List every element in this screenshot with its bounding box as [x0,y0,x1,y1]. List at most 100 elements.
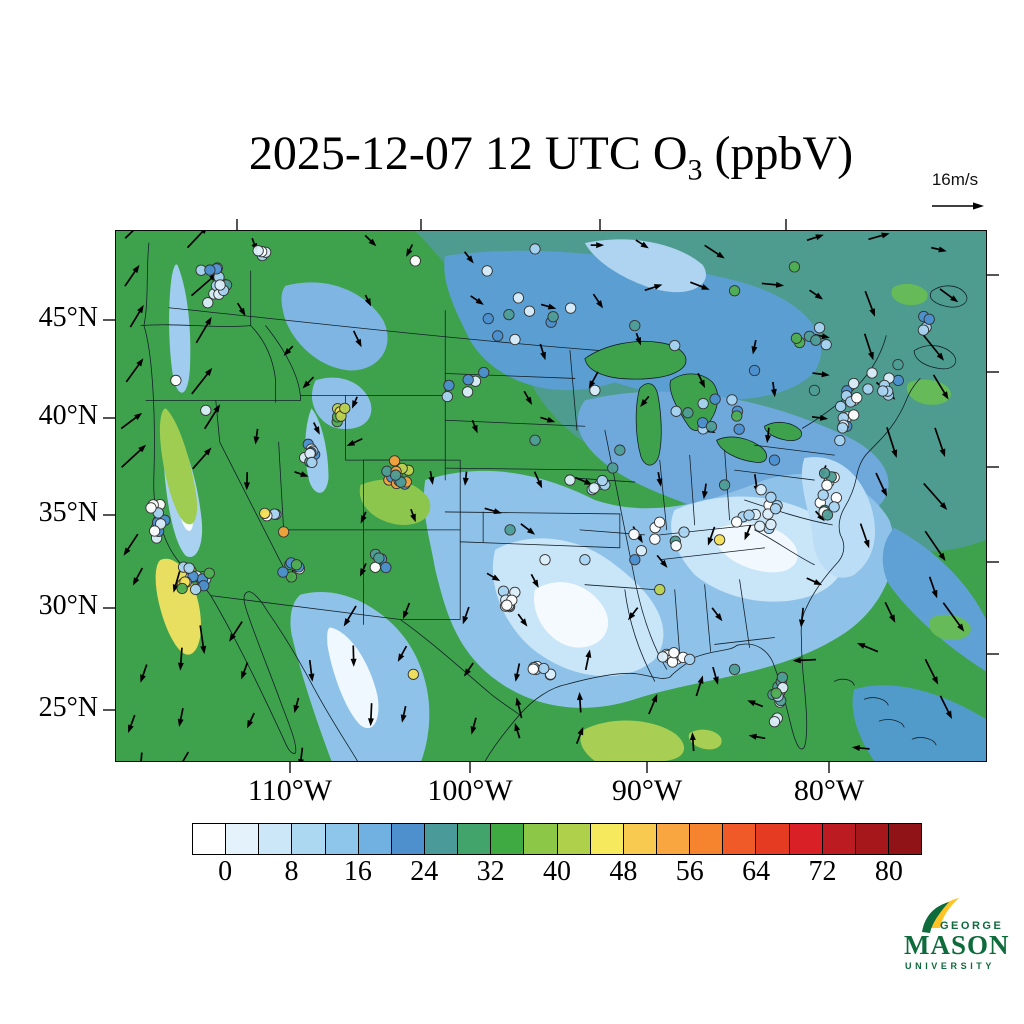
longitude-tick-top [785,219,787,230]
longitude-tick-bottom [646,762,648,773]
logo-flame-green-icon [922,902,949,933]
wind-arrow [293,697,300,714]
wind-arrow [186,231,208,249]
longitude-tick-top [420,219,422,230]
colorbar-tick-label: 0 [218,856,233,887]
wind-arrow [124,231,143,239]
latitude-tick-left [103,319,115,321]
wind-arrow [868,232,890,241]
wind-arrow [812,371,830,378]
latitude-label: 30°N [38,590,98,621]
coastline-mexico-gulf [484,713,521,761]
station-marker [481,265,493,277]
station-marker [768,716,781,728]
wind-arrow [884,601,896,623]
state-border-in-oh [689,454,696,526]
latitude-tick-left [103,514,115,516]
wind-arrow [253,428,260,445]
station-marker [462,374,474,386]
map-panel [115,230,987,762]
state-border-pa-s [734,469,815,481]
colorbar-cell [756,824,790,854]
logo-text-university: UNIVERSITY [905,961,995,971]
station-observation-markers [145,243,935,728]
wind-arrow [924,530,946,561]
state-border-colorado [363,459,461,531]
wind-arrow [792,657,817,664]
colorbar [192,823,922,855]
wind-arrow [471,419,478,434]
station-marker [731,410,743,422]
lake-ontario [764,421,803,441]
wind-arrow [402,602,411,620]
wind-arrow [701,483,708,500]
wind-arrow [924,658,939,685]
field-region-white-core-texas [534,582,609,648]
station-marker [769,503,782,515]
station-marker [834,434,846,447]
wind-arrow [939,695,952,720]
station-marker [713,534,726,546]
wind-arrow [177,647,184,671]
longitude-tick-bottom [469,762,471,773]
station-marker [145,502,157,514]
station-marker [512,292,525,304]
wind-arrow [859,523,870,549]
station-marker [669,339,681,352]
logo-text-mason: MASON [904,930,1010,960]
station-marker [409,255,421,267]
field-region-ocean-green-patch-3 [891,283,928,306]
wind-arrow [939,288,959,303]
station-marker [523,305,536,317]
wind-arrow [470,295,484,305]
wind-arrow [814,510,825,522]
wind-arrow [400,705,407,723]
station-marker [503,308,515,321]
colorbar-cell [424,824,459,854]
border-mexico [210,595,521,716]
station-marker [509,333,521,346]
station-marker [718,479,731,491]
wind-arrow [695,675,704,697]
wind-arrow [656,554,668,568]
station-marker [629,554,641,566]
wind-arrow [121,444,147,468]
wind-arrow [463,662,474,677]
wind-arrow [470,717,477,735]
wind-arrow [635,239,649,249]
wind-arrow [294,470,309,477]
latitude-tick-right [987,466,999,468]
station-marker [668,647,680,659]
longitude-tick-top [599,219,601,230]
longitude-label: 100°W [427,774,513,807]
wind-arrow [523,390,533,405]
wind-arrow [486,572,501,582]
station-marker [339,402,351,414]
wind-arrow [123,533,139,556]
colorbar-cell [723,824,757,854]
state-border-va-nc [744,499,833,526]
wind-arrow [712,666,719,685]
station-marker [176,582,188,595]
wind-arrow [748,733,766,740]
station-marker [743,509,755,521]
station-marker [183,562,195,574]
wind-arrow [298,747,304,761]
border-canada-east [802,335,887,429]
lake-superior [584,340,687,380]
station-marker [810,334,822,346]
wind-arrow [397,645,408,662]
wind-arrow [540,416,556,423]
station-marker [202,297,214,309]
wind-arrow [367,703,374,727]
wind-arrow [628,607,639,621]
longitude-label: 110°W [247,774,333,807]
wind-arrow [351,396,358,409]
wind-arrow [520,523,536,535]
state-border-ar-la [584,584,656,591]
colorbar-cell [391,824,425,854]
station-marker [748,364,761,377]
wind-arrow [751,339,758,355]
wind-arrow [199,625,207,655]
latitude-tick-left [103,417,115,419]
